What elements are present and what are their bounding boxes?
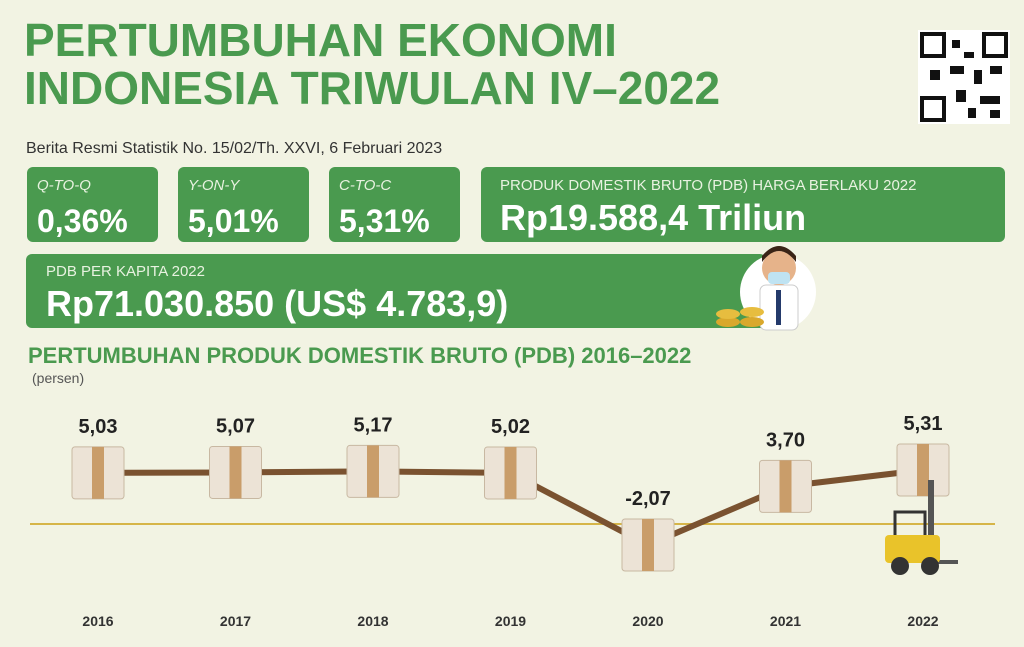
box-tape: [779, 460, 792, 513]
x-tick-label: 2016: [82, 613, 113, 629]
box-tape: [92, 446, 104, 499]
gdp-value: Rp19.588,4 Triliun: [500, 197, 806, 238]
box-tape: [917, 444, 929, 496]
per-capita-value: Rp71.030.850 (US$ 4.783,9): [46, 283, 508, 324]
stat-label: C-TO-C: [339, 177, 391, 194]
value-label: 5,07: [216, 415, 255, 437]
value-label: 5,03: [79, 416, 118, 438]
value-label: 5,31: [904, 413, 943, 435]
subtitle: Berita Resmi Statistik No. 15/02/Th. XXV…: [26, 140, 442, 157]
stat-value: 0,36%: [37, 203, 128, 239]
gdp-label: PRODUK DOMESTIK BRUTO (PDB) HARGA BERLAK…: [500, 177, 917, 194]
x-tick-label: 2022: [907, 613, 938, 629]
x-tick-label: 2017: [220, 613, 251, 629]
x-tick-label: 2018: [357, 613, 388, 629]
stat-box: [329, 167, 460, 242]
title: INDONESIA TRIWULAN IV–2022: [24, 62, 720, 114]
gdp-box: [481, 167, 1005, 242]
forklift: [885, 480, 958, 575]
per-capita-label: PDB PER KAPITA 2022: [46, 263, 205, 280]
value-label: 5,17: [354, 414, 393, 436]
stat-box: [178, 167, 309, 242]
per-capita-box: [26, 254, 766, 328]
value-label: 3,70: [766, 429, 805, 451]
box-tape: [504, 446, 517, 499]
stat-value: 5,01%: [188, 203, 279, 239]
x-tick-label: 2020: [632, 613, 663, 629]
stat-label: Y-ON-Y: [188, 177, 240, 194]
stat-label: Q-TO-Q: [37, 177, 91, 194]
x-tick-label: 2021: [770, 613, 801, 629]
box-tape: [642, 519, 654, 571]
chart-title: PERTUMBUHAN PRODUK DOMESTIK BRUTO (PDB) …: [28, 343, 691, 368]
stat-value: 5,31%: [339, 203, 430, 239]
qr-code: [918, 30, 1010, 124]
box-tape: [229, 446, 242, 499]
illustration: [716, 246, 816, 331]
x-tick-label: 2019: [495, 613, 526, 629]
title: PERTUMBUHAN EKONOMI: [24, 14, 617, 66]
value-label: 5,02: [491, 416, 530, 438]
stat-box: [27, 167, 158, 242]
value-label: -2,07: [625, 488, 671, 510]
y-axis-label: (persen): [32, 370, 84, 386]
box-tape: [367, 445, 379, 498]
